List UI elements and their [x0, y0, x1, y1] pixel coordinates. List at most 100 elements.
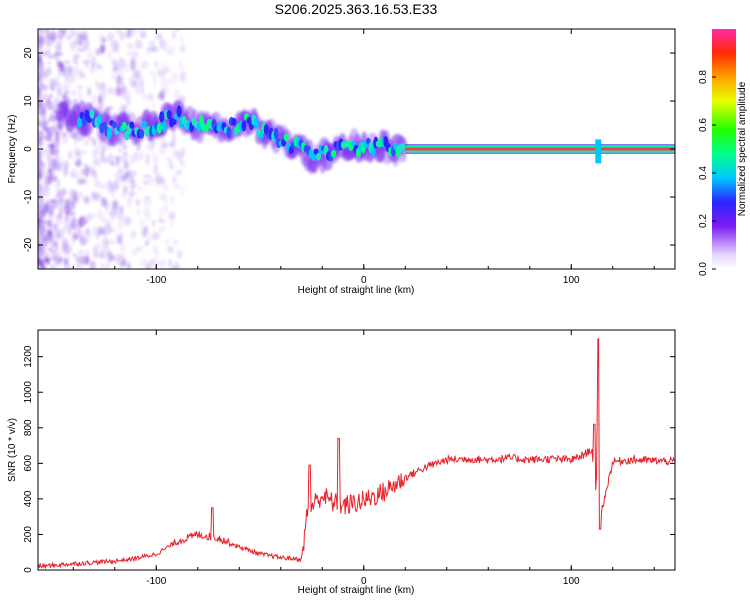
noise-blob [63, 59, 71, 65]
noise-blob [122, 61, 130, 74]
colorbar-label: Normalized spectral amplitude [737, 81, 748, 216]
noise-blob [46, 257, 50, 266]
noise-blob [143, 174, 152, 179]
noise-blob [130, 186, 134, 198]
noise-blob [67, 201, 74, 210]
noise-blob [171, 131, 176, 144]
noise-blob [100, 197, 107, 207]
noise-blob [48, 78, 55, 90]
noise-blob [69, 29, 76, 38]
noise-blob [45, 135, 54, 142]
noise-blob [75, 195, 80, 205]
ridge-cell [96, 114, 102, 127]
snr-y-tick-label: 1000 [23, 381, 34, 404]
noise-blob [148, 176, 154, 186]
noise-blob [82, 59, 91, 65]
noise-blob [38, 34, 43, 42]
noise-blob [79, 168, 87, 176]
ridge-cell [226, 126, 232, 139]
noise-blob [52, 198, 60, 205]
noise-blob [114, 253, 122, 261]
noise-blob [135, 88, 141, 95]
noise-blob [176, 249, 182, 260]
noise-blob [127, 168, 132, 177]
noise-blob [163, 86, 171, 94]
noise-blob [82, 195, 91, 204]
snr-y-tick-label: 400 [23, 490, 34, 507]
noise-blob [172, 266, 179, 269]
noise-blob [159, 175, 165, 183]
noise-blob [74, 141, 78, 146]
noise-blob [151, 258, 159, 268]
noise-blob [91, 149, 98, 158]
noise-blob [140, 150, 144, 162]
noise-blob [52, 175, 58, 182]
noise-blob [122, 258, 127, 267]
colorbar-ticks: 0.0 0.2 0.4 0.6 0.8 [698, 70, 716, 276]
noise-blob [168, 220, 174, 229]
snr-x-tick-label: 0 [361, 576, 367, 587]
noise-blob [109, 228, 116, 234]
noise-blob [44, 253, 52, 259]
ridge-cell [231, 117, 237, 126]
noise-blob [151, 219, 155, 227]
noise-blob [64, 65, 73, 73]
noise-blob [152, 103, 156, 109]
noise-blob [44, 147, 52, 155]
noise-blob [129, 230, 137, 240]
spectrogram-y-tick-label: 20 [23, 47, 34, 59]
noise-blob [75, 263, 83, 269]
noise-blob [99, 152, 104, 163]
noise-blob [106, 198, 111, 207]
colorbar-tick-label: 0.2 [698, 214, 709, 228]
ridge-cell [370, 146, 376, 157]
noise-blob [116, 63, 122, 71]
ridge-cell [241, 120, 247, 132]
noise-blob [57, 141, 61, 146]
noise-blob [64, 208, 69, 219]
noise-blob [64, 258, 68, 266]
noise-blob [69, 41, 76, 50]
noise-blob [121, 104, 128, 111]
noise-blob [137, 186, 144, 192]
noise-blob [92, 157, 100, 166]
noise-blob [75, 159, 82, 168]
noise-blob [38, 128, 41, 135]
noise-blob [83, 216, 88, 224]
noise-blob [116, 223, 124, 230]
ridge-cell [263, 124, 269, 135]
spectrogram-y-tick-label: 10 [23, 95, 34, 107]
noise-blob [56, 229, 65, 238]
noise-blob [135, 246, 143, 252]
noise-blob [38, 192, 42, 198]
noise-blob [130, 58, 137, 71]
noise-blob [116, 231, 124, 241]
noise-blob [38, 90, 42, 95]
snr-x-axis-label: Height of straight line (km) [298, 585, 415, 596]
noise-blob [49, 263, 55, 269]
noise-blob [121, 151, 128, 162]
noise-blob [139, 89, 145, 95]
noise-blob [85, 63, 89, 69]
snr-series-line [38, 338, 675, 570]
noise-blob [52, 32, 57, 42]
ridge-cell [283, 133, 289, 142]
ridge-cell [311, 152, 317, 161]
noise-blob [160, 81, 166, 88]
noise-blob [123, 159, 129, 171]
noise-blob [43, 154, 51, 160]
noise-blob [84, 140, 89, 146]
noise-blob [157, 69, 163, 76]
noise-blob [125, 51, 133, 57]
noise-blob [172, 238, 179, 247]
noise-blob [71, 89, 77, 97]
noise-blob [87, 212, 93, 221]
ridge-cell [161, 120, 167, 133]
noise-blob [42, 190, 46, 197]
noise-blob [65, 71, 70, 82]
snr-y-axis-label: SNR (10 * v/v) [7, 418, 18, 482]
noise-blob [64, 84, 68, 94]
colorbar: 0.0 0.2 0.4 0.6 0.8 Normalized spectral ampl… [698, 29, 748, 276]
